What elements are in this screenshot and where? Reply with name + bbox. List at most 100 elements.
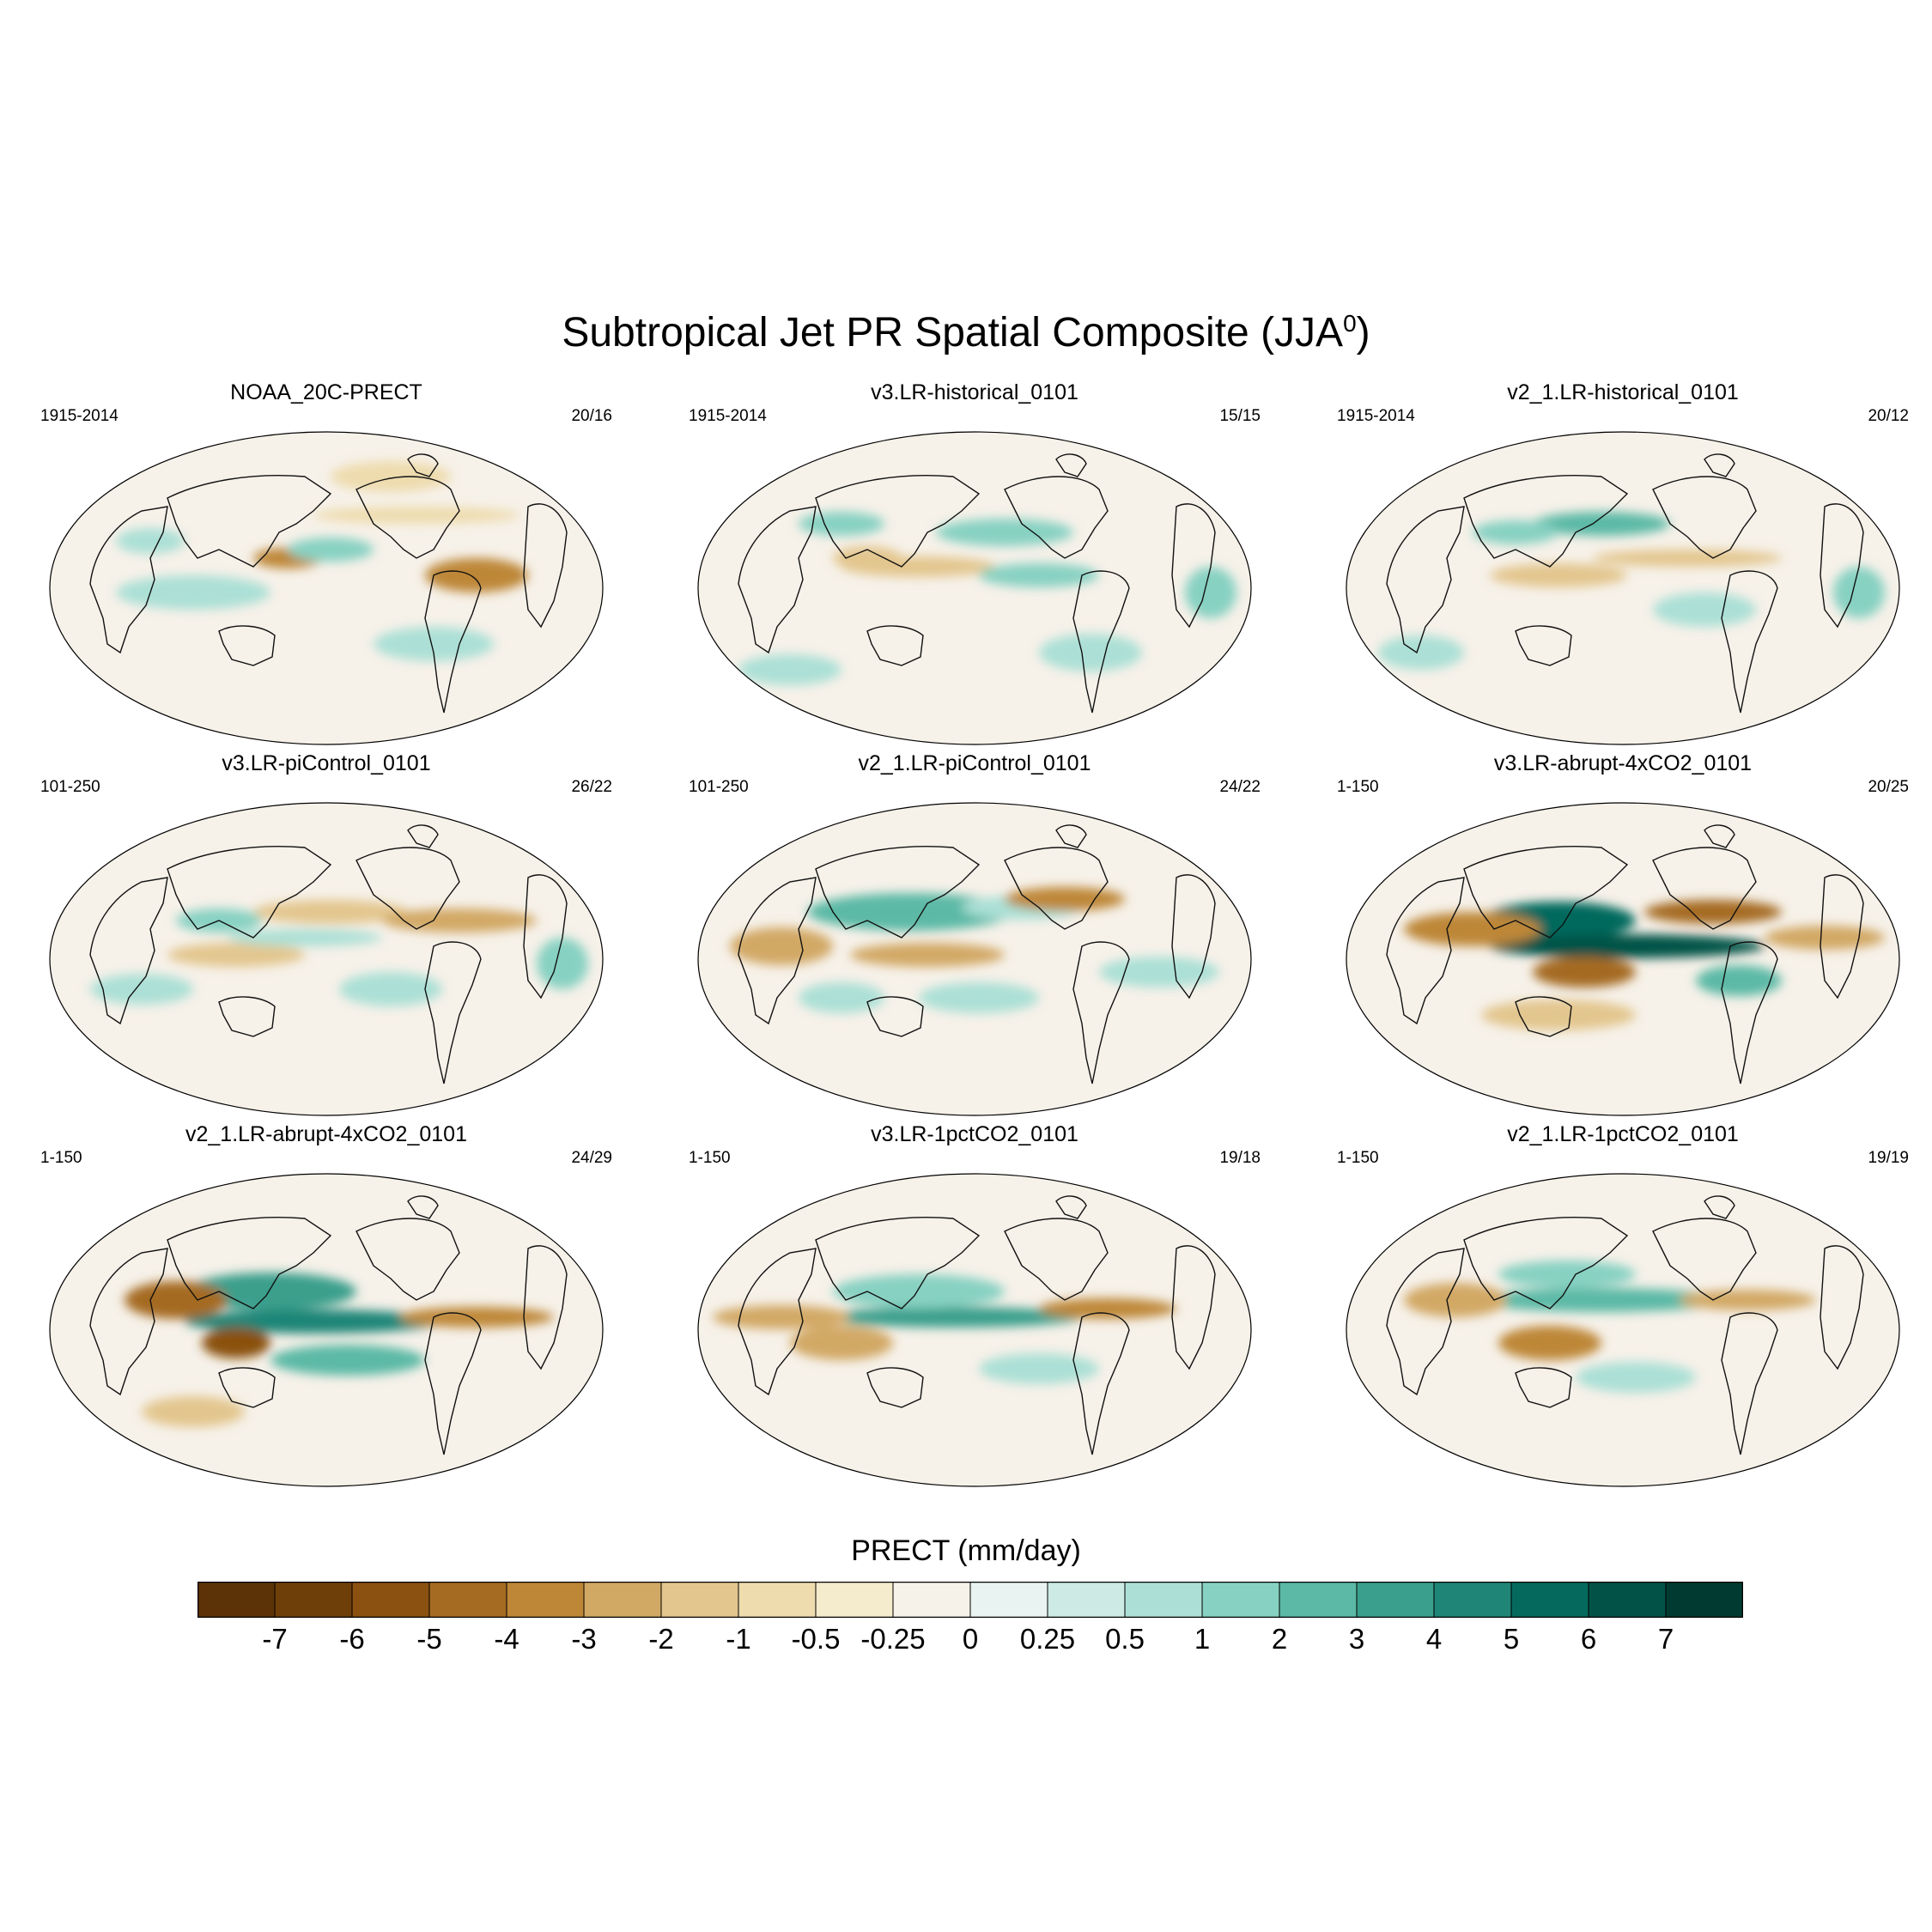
coastline (1463, 475, 1629, 568)
map-panel-v2-1-1pctco2: v2_1.LR-1pctCO2_0101 1-150 19/19 (1337, 1122, 1909, 1489)
coastline (1721, 1312, 1778, 1455)
colorbar-segment (1588, 1582, 1667, 1618)
colorbar-tick-label: 0 (962, 1623, 979, 1655)
anomaly-region (1644, 900, 1782, 924)
coastline (1721, 570, 1778, 714)
panel-title: v2_1.LR-historical_0101 (1507, 380, 1739, 404)
colorbar-segment (969, 1582, 1048, 1618)
anomaly-region (90, 974, 193, 1005)
panel-title: v2_1.LR-abrupt-4xCO2_0101 (185, 1122, 467, 1146)
coastline (866, 996, 924, 1037)
anomaly-region (1039, 1298, 1176, 1319)
anomaly-region (339, 972, 442, 1006)
coastline (167, 846, 332, 939)
colorbar-title: PRECT (mm/day) (851, 1534, 1081, 1567)
colorbar-tick-label: 1 (1194, 1623, 1211, 1655)
coastline (738, 1248, 817, 1396)
anomaly-region (425, 558, 528, 592)
map-outline (1346, 802, 1900, 1116)
coastline (407, 1195, 439, 1219)
anomaly-region (807, 893, 1013, 931)
colorbar-segment (815, 1582, 894, 1618)
coastline (407, 453, 439, 477)
colorbar-tick-label: 0.5 (1105, 1623, 1145, 1655)
anomaly-region (713, 1305, 850, 1329)
colorbar-tick-label: -0.25 (860, 1623, 926, 1655)
map-outline (1346, 431, 1900, 745)
coastline (523, 503, 568, 629)
colorbar-tick-label: -7 (262, 1623, 288, 1655)
colorbar-labels: -7 -6 -5 -4 -3 -2 -1 -0.5 -0.25 0 0.25 0.5 1 2 3 4 5 6 7 (0, 1623, 1932, 1666)
anomaly-region (1696, 965, 1782, 996)
panel-period: 1-150 (1337, 778, 1379, 796)
coastline (1515, 1367, 1572, 1408)
colorbar-segment (351, 1582, 430, 1618)
anomaly-region (1679, 1290, 1816, 1310)
colorbar-segment (506, 1582, 585, 1618)
anomaly-region (730, 927, 833, 965)
anomaly-region (116, 528, 185, 554)
coastline (1704, 1195, 1735, 1219)
anomaly-region (1653, 592, 1756, 627)
colorbar-tick-label: 7 (1657, 1623, 1674, 1655)
anomaly-region (1039, 634, 1142, 671)
coastline (1704, 824, 1735, 848)
anomaly-region (790, 1326, 893, 1360)
coastline (167, 475, 332, 568)
anomaly-region (1765, 926, 1885, 950)
anomaly-region (1473, 520, 1558, 544)
anomaly-region (1498, 1261, 1636, 1288)
anomaly-region (125, 1281, 228, 1319)
coastline (218, 1367, 276, 1408)
map-outline (49, 1173, 604, 1487)
colorbar-segment (1356, 1582, 1435, 1618)
anomaly-region (1481, 999, 1636, 1030)
anomaly-region (979, 1353, 1099, 1384)
map-outline (49, 431, 604, 745)
anomaly-region (1005, 887, 1125, 911)
anomaly-region (1099, 957, 1219, 987)
coastline (815, 475, 981, 568)
anomaly-region (202, 1327, 270, 1358)
panel-count: 15/15 (1219, 407, 1261, 425)
anomaly-region (1593, 550, 1782, 567)
map-outline (49, 802, 604, 1116)
coastline (1055, 453, 1087, 477)
colorbar-tick-label: 6 (1580, 1623, 1597, 1655)
figure-title: Subtropical Jet PR Spatial Composite (JJ… (0, 296, 1932, 361)
colorbar-segment (197, 1582, 276, 1618)
colorbar-tick-label: 3 (1348, 1623, 1365, 1655)
anomaly-region (1498, 1326, 1601, 1360)
anomaly-region (799, 512, 884, 536)
anomaly-region (1404, 912, 1541, 946)
panel-count: 20/25 (1868, 778, 1909, 796)
map-panel-v3-1pctco2: v3.LR-1pctCO2_0101 1-150 19/18 (689, 1122, 1261, 1489)
anomaly-region (850, 943, 1005, 967)
panel-title: v3.LR-historical_0101 (871, 380, 1078, 404)
coastline (1055, 1195, 1087, 1219)
anomaly-region (936, 519, 1073, 546)
map-outline (697, 802, 1252, 1116)
panel-title: v2_1.LR-1pctCO2_0101 (1507, 1122, 1739, 1146)
anomaly-region (1576, 1362, 1696, 1393)
colorbar-segment (1047, 1582, 1126, 1618)
colorbar-segment (1201, 1582, 1280, 1618)
anomaly-region (331, 461, 451, 492)
coastline (424, 941, 482, 1084)
figure-title-close: ) (1356, 310, 1370, 355)
coastline (89, 877, 168, 1025)
world-map (697, 1173, 1252, 1487)
colorbar-tick-label: -3 (571, 1623, 597, 1655)
coastline (1652, 1218, 1757, 1301)
panel-count: 20/16 (571, 407, 612, 425)
coastline (1004, 476, 1109, 559)
anomaly-region (1533, 512, 1670, 536)
colorbar-segment (274, 1582, 353, 1618)
anomaly-region (1490, 563, 1627, 587)
colorbar-tick-label: -5 (416, 1623, 442, 1655)
world-map (1346, 431, 1900, 745)
map-outline (697, 1173, 1252, 1487)
panel-count: 26/22 (571, 778, 612, 796)
anomaly-region (1490, 934, 1765, 958)
world-map (697, 802, 1252, 1116)
